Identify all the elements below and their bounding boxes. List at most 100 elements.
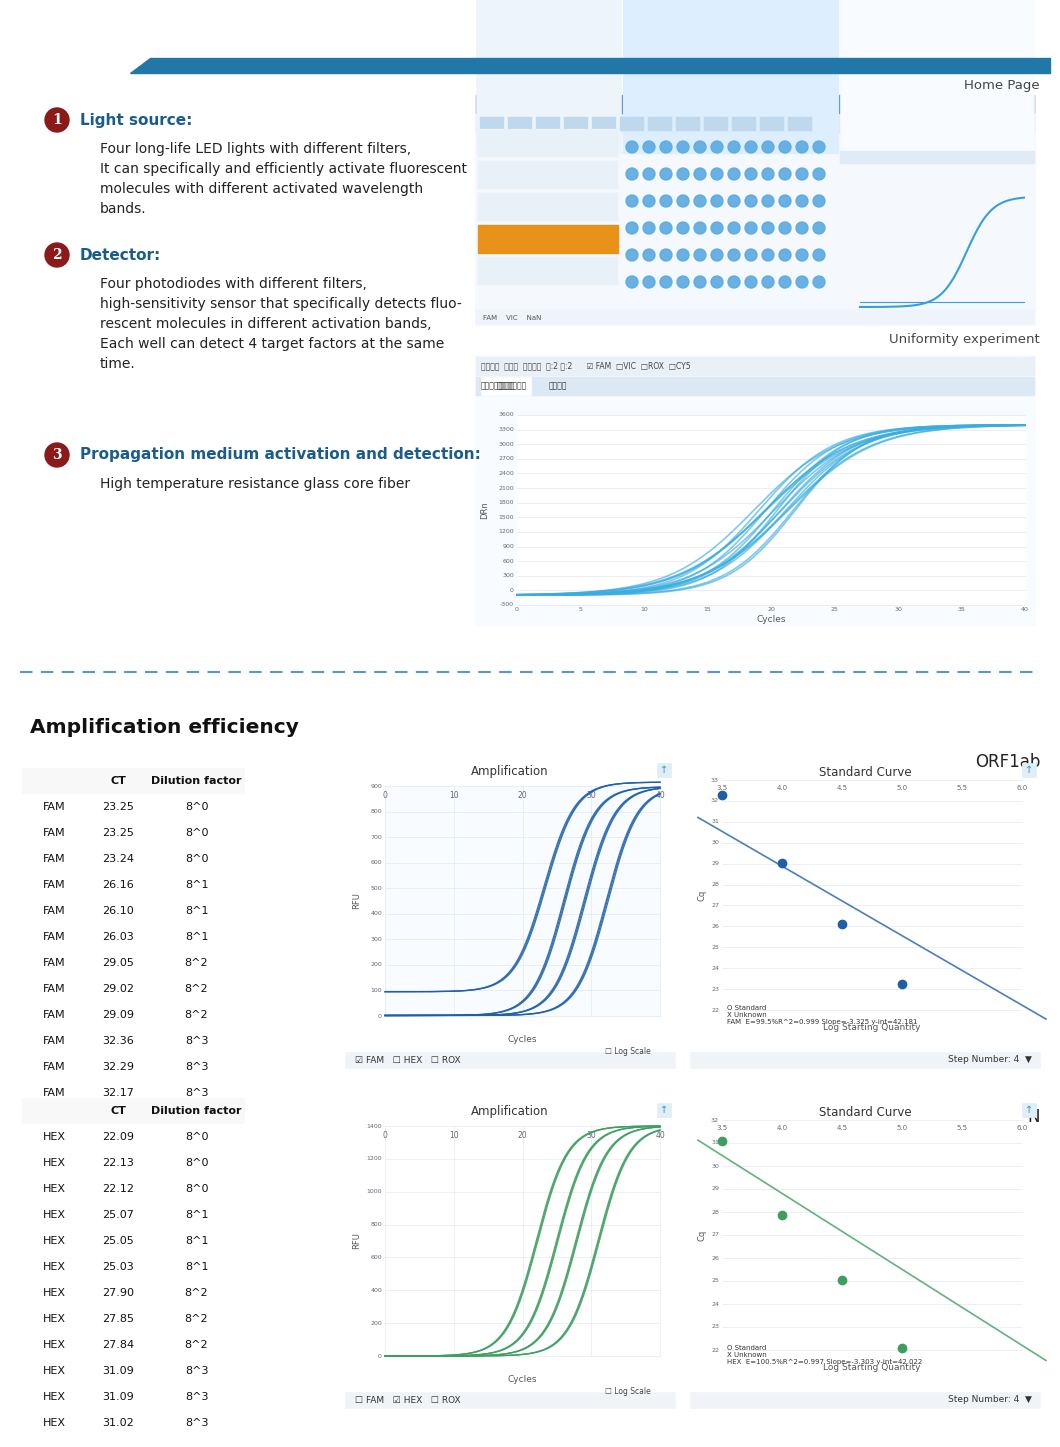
Circle shape — [677, 195, 689, 207]
Text: 200: 200 — [370, 962, 382, 968]
Bar — [22, 1255, 87, 1281]
Polygon shape — [130, 58, 1050, 72]
Bar — [149, 1229, 244, 1255]
Text: Dilution factor: Dilution factor — [152, 776, 242, 786]
Bar — [87, 1150, 149, 1176]
Bar — [87, 925, 149, 951]
Text: 900: 900 — [370, 783, 382, 789]
Text: 4.0: 4.0 — [776, 786, 788, 792]
Text: 8^0: 8^0 — [184, 854, 208, 864]
Text: HEX: HEX — [43, 1366, 66, 1376]
Text: 23.24: 23.24 — [102, 854, 134, 864]
Circle shape — [779, 249, 791, 260]
Text: 24: 24 — [711, 1301, 719, 1307]
Text: 22.13: 22.13 — [102, 1158, 134, 1168]
Text: 8^1: 8^1 — [184, 1236, 208, 1246]
Bar — [149, 925, 244, 951]
Text: ↑: ↑ — [660, 765, 668, 776]
Bar — [149, 1098, 244, 1124]
Circle shape — [660, 195, 672, 207]
Bar — [676, 117, 700, 132]
Bar — [690, 1098, 1040, 1388]
Text: N: N — [1027, 1108, 1040, 1126]
Text: 10: 10 — [640, 606, 648, 612]
Text: Standard Curve: Standard Curve — [818, 1106, 912, 1119]
Text: -300: -300 — [500, 602, 514, 608]
Text: 33: 33 — [711, 777, 719, 783]
Text: 8^2: 8^2 — [184, 1314, 209, 1324]
Circle shape — [762, 276, 774, 288]
Text: 8^3: 8^3 — [184, 1062, 208, 1072]
Text: FAM: FAM — [43, 906, 66, 916]
Bar — [87, 975, 149, 1001]
Text: 400: 400 — [370, 912, 382, 916]
Text: FAM: FAM — [43, 1062, 66, 1072]
Text: 8^2: 8^2 — [184, 958, 209, 968]
Bar — [22, 975, 87, 1001]
Text: FAM: FAM — [43, 1010, 66, 1020]
Circle shape — [762, 140, 774, 153]
Circle shape — [796, 276, 808, 288]
Bar — [478, 224, 618, 253]
Bar — [475, 96, 1035, 326]
Text: CT: CT — [110, 776, 126, 786]
Circle shape — [779, 195, 791, 207]
Text: HEX: HEX — [43, 1314, 66, 1324]
Text: 27: 27 — [711, 1233, 719, 1237]
Bar — [22, 794, 87, 820]
Circle shape — [813, 249, 825, 260]
Text: 800: 800 — [370, 1223, 382, 1227]
Bar — [22, 1027, 87, 1053]
Text: 29: 29 — [711, 1187, 719, 1191]
Text: ☐ Log Scale: ☐ Log Scale — [605, 1388, 651, 1396]
Text: 相对荧光: 相对荧光 — [549, 382, 567, 391]
Text: 26: 26 — [711, 923, 719, 929]
Text: 22: 22 — [711, 1347, 719, 1353]
Circle shape — [745, 195, 757, 207]
Text: ORF1ab: ORF1ab — [974, 752, 1040, 771]
Bar — [22, 873, 87, 899]
Bar — [87, 951, 149, 975]
Bar — [87, 1281, 149, 1307]
Bar — [149, 1150, 244, 1176]
Text: FAM: FAM — [43, 828, 66, 838]
Bar — [87, 899, 149, 925]
Bar — [22, 1001, 87, 1027]
Text: 8^0: 8^0 — [184, 802, 208, 812]
Text: HEX: HEX — [43, 1392, 66, 1402]
Bar — [87, 1383, 149, 1409]
Text: 原始荧光: 原始荧光 — [497, 382, 515, 391]
Text: 8^0: 8^0 — [184, 1132, 208, 1142]
Text: 8^3: 8^3 — [184, 1088, 208, 1098]
Text: 40: 40 — [655, 792, 665, 800]
Text: 1500: 1500 — [498, 515, 514, 519]
Bar — [1022, 1103, 1036, 1117]
Circle shape — [660, 168, 672, 179]
Text: 300: 300 — [502, 573, 514, 579]
Bar — [87, 1357, 149, 1383]
Circle shape — [643, 221, 655, 234]
Bar — [732, 117, 756, 132]
Text: O Standard
X Unknown
FAM  E=99.5%R^2=0.999 Slope=-3.325 y-int=42.181: O Standard X Unknown FAM E=99.5%R^2=0.99… — [727, 1006, 918, 1024]
Bar — [22, 1409, 87, 1435]
Text: ☐ FAM   ☑ HEX   ☐ ROX: ☐ FAM ☑ HEX ☐ ROX — [355, 1395, 461, 1405]
Text: 27: 27 — [711, 903, 719, 907]
Circle shape — [779, 221, 791, 234]
Circle shape — [728, 276, 740, 288]
Bar — [22, 1333, 87, 1357]
Text: 40: 40 — [1021, 606, 1029, 612]
Text: Cycles: Cycles — [508, 1376, 537, 1385]
Circle shape — [813, 276, 825, 288]
Text: 22: 22 — [711, 1007, 719, 1013]
Text: 30: 30 — [586, 792, 596, 800]
Text: HEX: HEX — [43, 1418, 66, 1428]
Text: 25.07: 25.07 — [102, 1210, 134, 1220]
Text: Detector:: Detector: — [80, 247, 161, 262]
Text: 29: 29 — [711, 861, 719, 867]
Circle shape — [813, 140, 825, 153]
Text: 600: 600 — [502, 559, 514, 564]
Bar — [478, 192, 618, 221]
Bar — [657, 763, 671, 777]
Circle shape — [779, 276, 791, 288]
Bar — [600, 1035, 670, 1046]
